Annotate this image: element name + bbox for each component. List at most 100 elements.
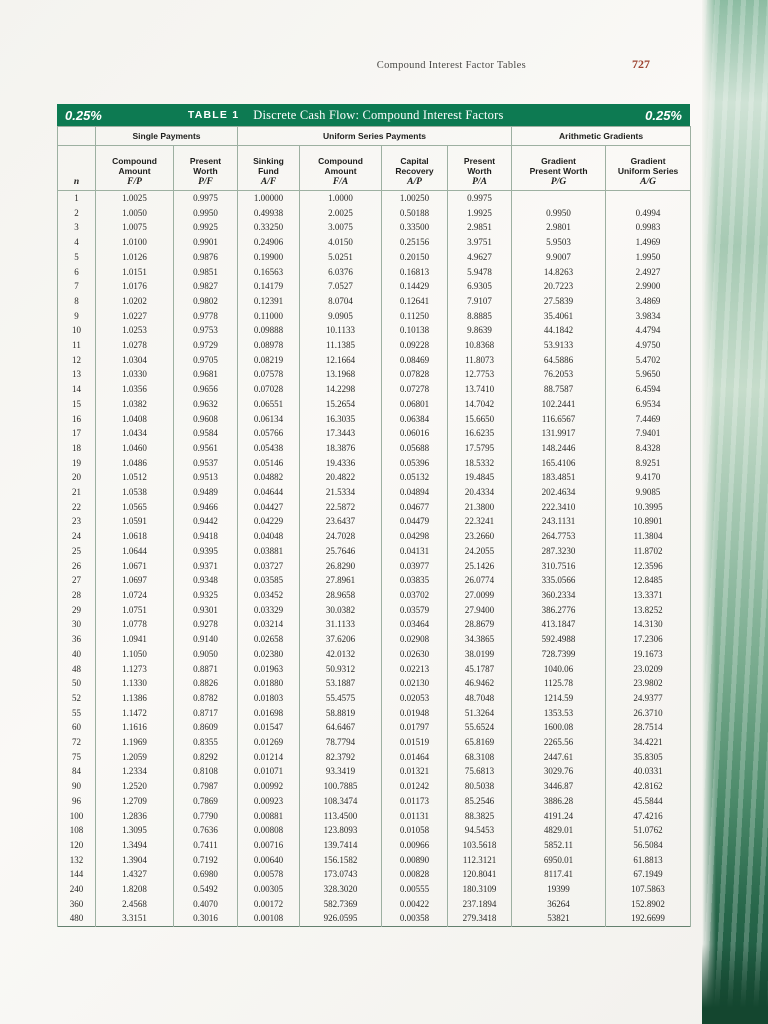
column-header-n: n <box>57 145 96 191</box>
cell-factor-value: 0.09888 <box>237 323 300 339</box>
cell-factor-value: 0.00966 <box>381 837 448 853</box>
cell-factor-value: 0.01214 <box>237 749 300 765</box>
cell-n: 30 <box>57 617 96 633</box>
cell-n: 4 <box>57 235 96 250</box>
table-row: 52 1.1386 0.8782 0.01803 55.4575 0.02053 48.70… <box>57 690 692 706</box>
cell-factor-value: 0.02213 <box>381 661 448 677</box>
cell-factor-value: 64.5886 <box>511 352 607 368</box>
cell-factor-value: 1.00250 <box>381 190 448 206</box>
cell-factor-value: 53.1887 <box>299 676 382 691</box>
cell-factor-value: 0.01464 <box>381 749 448 765</box>
cell-factor-value: 4.9750 <box>605 338 692 353</box>
cell-factor-value: 14.7042 <box>446 396 513 412</box>
table-row: 132 1.3904 0.7192 0.00640 156.1582 0.00890 112… <box>57 852 692 868</box>
cell-factor-value: 0.8292 <box>173 749 238 765</box>
cell-factor-value: 1.1472 <box>95 705 174 721</box>
column-symbol: P/G <box>550 177 567 187</box>
cell-factor-value: 7.0527 <box>299 279 382 294</box>
cell-factor-value: 8.0704 <box>299 293 382 309</box>
table-number-label: TABLE 1 <box>187 109 240 121</box>
cell-factor-value: 328.3020 <box>299 882 382 897</box>
cell-factor-value: 139.7414 <box>299 837 382 853</box>
cell-factor-value: 8117.41 <box>511 867 607 883</box>
cell-factor-value: 1600.08 <box>511 720 607 736</box>
cell-factor-value: 0.7869 <box>173 793 238 809</box>
cell-factor-value: 1.1969 <box>95 735 174 750</box>
cell-factor-value: 24.7028 <box>299 529 382 544</box>
cell-n: 36 <box>57 632 96 647</box>
cell-factor-value: 0.11250 <box>381 308 448 324</box>
cell-factor-value: 18.3876 <box>299 440 382 456</box>
cell-factor-value: 48.7048 <box>446 690 513 706</box>
cell-factor-value: 0.9729 <box>173 338 238 353</box>
cell-factor-value: 582.7369 <box>299 896 382 912</box>
cell-factor-value: 27.8961 <box>299 573 382 588</box>
table-row: 27 1.0697 0.9348 0.03585 27.8961 0.03835 26.07… <box>57 573 692 588</box>
cell-factor-value: 6.0376 <box>299 264 382 280</box>
cell-factor-value: 0.01803 <box>237 690 300 706</box>
table-row: 240 1.8208 0.5492 0.00305 328.3020 0.00555 180… <box>57 882 692 897</box>
cell-factor-value: 12.3596 <box>605 558 692 574</box>
cell-factor-value: 20.4822 <box>299 470 382 486</box>
cell-factor-value: 0.24906 <box>237 235 300 250</box>
cell-factor-value: 2265.56 <box>511 735 607 750</box>
cell-factor-value: 1.0356 <box>95 382 174 397</box>
cell-factor-value: 1.1273 <box>95 661 174 677</box>
cell-factor-value: 10.3995 <box>605 499 692 515</box>
cell-factor-value: 1.0434 <box>95 426 174 441</box>
cell-factor-value: 0.05438 <box>237 440 300 456</box>
cell-factor-value: 202.4634 <box>511 485 607 500</box>
cell-factor-value: 14.2298 <box>299 382 382 397</box>
cell-factor-value: 0.01058 <box>381 823 448 838</box>
cell-factor-value: 35.4061 <box>511 308 607 324</box>
cell-n: 9 <box>57 308 96 324</box>
cell-factor-value: 1.0460 <box>95 440 174 456</box>
cell-factor-value: 0.04479 <box>381 514 448 530</box>
cell-factor-value: 0.04229 <box>237 514 300 530</box>
cell-n: 6 <box>57 264 96 280</box>
table-header: Single Payments Uniform Series Payments … <box>57 126 692 191</box>
cell-factor-value: 0.9656 <box>173 382 238 397</box>
cell-n: 16 <box>57 411 96 427</box>
cell-factor-value: 14.3130 <box>605 617 692 633</box>
cell-factor-value: 0.09228 <box>381 338 448 353</box>
table-row: 7 1.0176 0.9827 0.14179 7.0527 0.14429 6.9305 2… <box>57 279 692 294</box>
cell-factor-value: 0.04131 <box>381 543 448 559</box>
cell-factor-value: 7.9107 <box>446 293 513 309</box>
cell-factor-value: 19399 <box>511 882 607 897</box>
cell-factor-value: 1.0697 <box>95 573 174 588</box>
cell-factor-value: 728.7399 <box>511 646 607 662</box>
group-header-row: Single Payments Uniform Series Payments … <box>57 126 692 146</box>
cell-factor-value: 1.8208 <box>95 882 174 897</box>
cell-factor-value: 0.03452 <box>237 587 300 603</box>
compound-interest-factor-table: Single Payments Uniform Series Payments … <box>57 126 692 928</box>
cell-factor-value: 0.01797 <box>381 720 448 736</box>
table-row: 1 1.0025 0.9975 1.00000 1.0000 1.00250 0.9975 <box>57 190 692 206</box>
cell-factor-value: 0.25156 <box>381 235 448 250</box>
cell-factor-value: 0.00640 <box>237 852 300 868</box>
table-row: 90 1.2520 0.7987 0.00992 100.7885 0.01242 80.5… <box>57 779 692 794</box>
cell-factor-value: 0.03585 <box>237 573 300 588</box>
cell-factor-value: 47.4216 <box>605 808 692 824</box>
cell-factor-value: 0.9442 <box>173 514 238 530</box>
cell-factor-value: 0.01173 <box>381 793 448 809</box>
cell-factor-value: 34.3865 <box>446 632 513 647</box>
cell-factor-value: 9.9085 <box>605 485 692 500</box>
cell-factor-value: 88.3825 <box>446 808 513 824</box>
cell-factor-value: 102.2441 <box>511 396 607 412</box>
cell-factor-value: 1125.78 <box>511 676 607 691</box>
cell-factor-value: 4.4794 <box>605 323 692 339</box>
cell-factor-value: 0.03881 <box>237 543 300 559</box>
cell-factor-value: 45.5844 <box>605 793 692 809</box>
cell-n: 120 <box>57 837 96 853</box>
cell-factor-value: 25.7646 <box>299 543 382 559</box>
cell-factor-value: 0.9418 <box>173 529 238 544</box>
cell-factor-value: 0.7790 <box>173 808 238 824</box>
cell-factor-value: 0.8826 <box>173 676 238 691</box>
cell-factor-value: 1.0644 <box>95 543 174 559</box>
cell-factor-value: 3.9751 <box>446 235 513 250</box>
cell-factor-value: 19.1673 <box>605 646 692 662</box>
page-number: 727 <box>632 57 650 71</box>
cell-factor-value: 152.8902 <box>605 896 692 912</box>
